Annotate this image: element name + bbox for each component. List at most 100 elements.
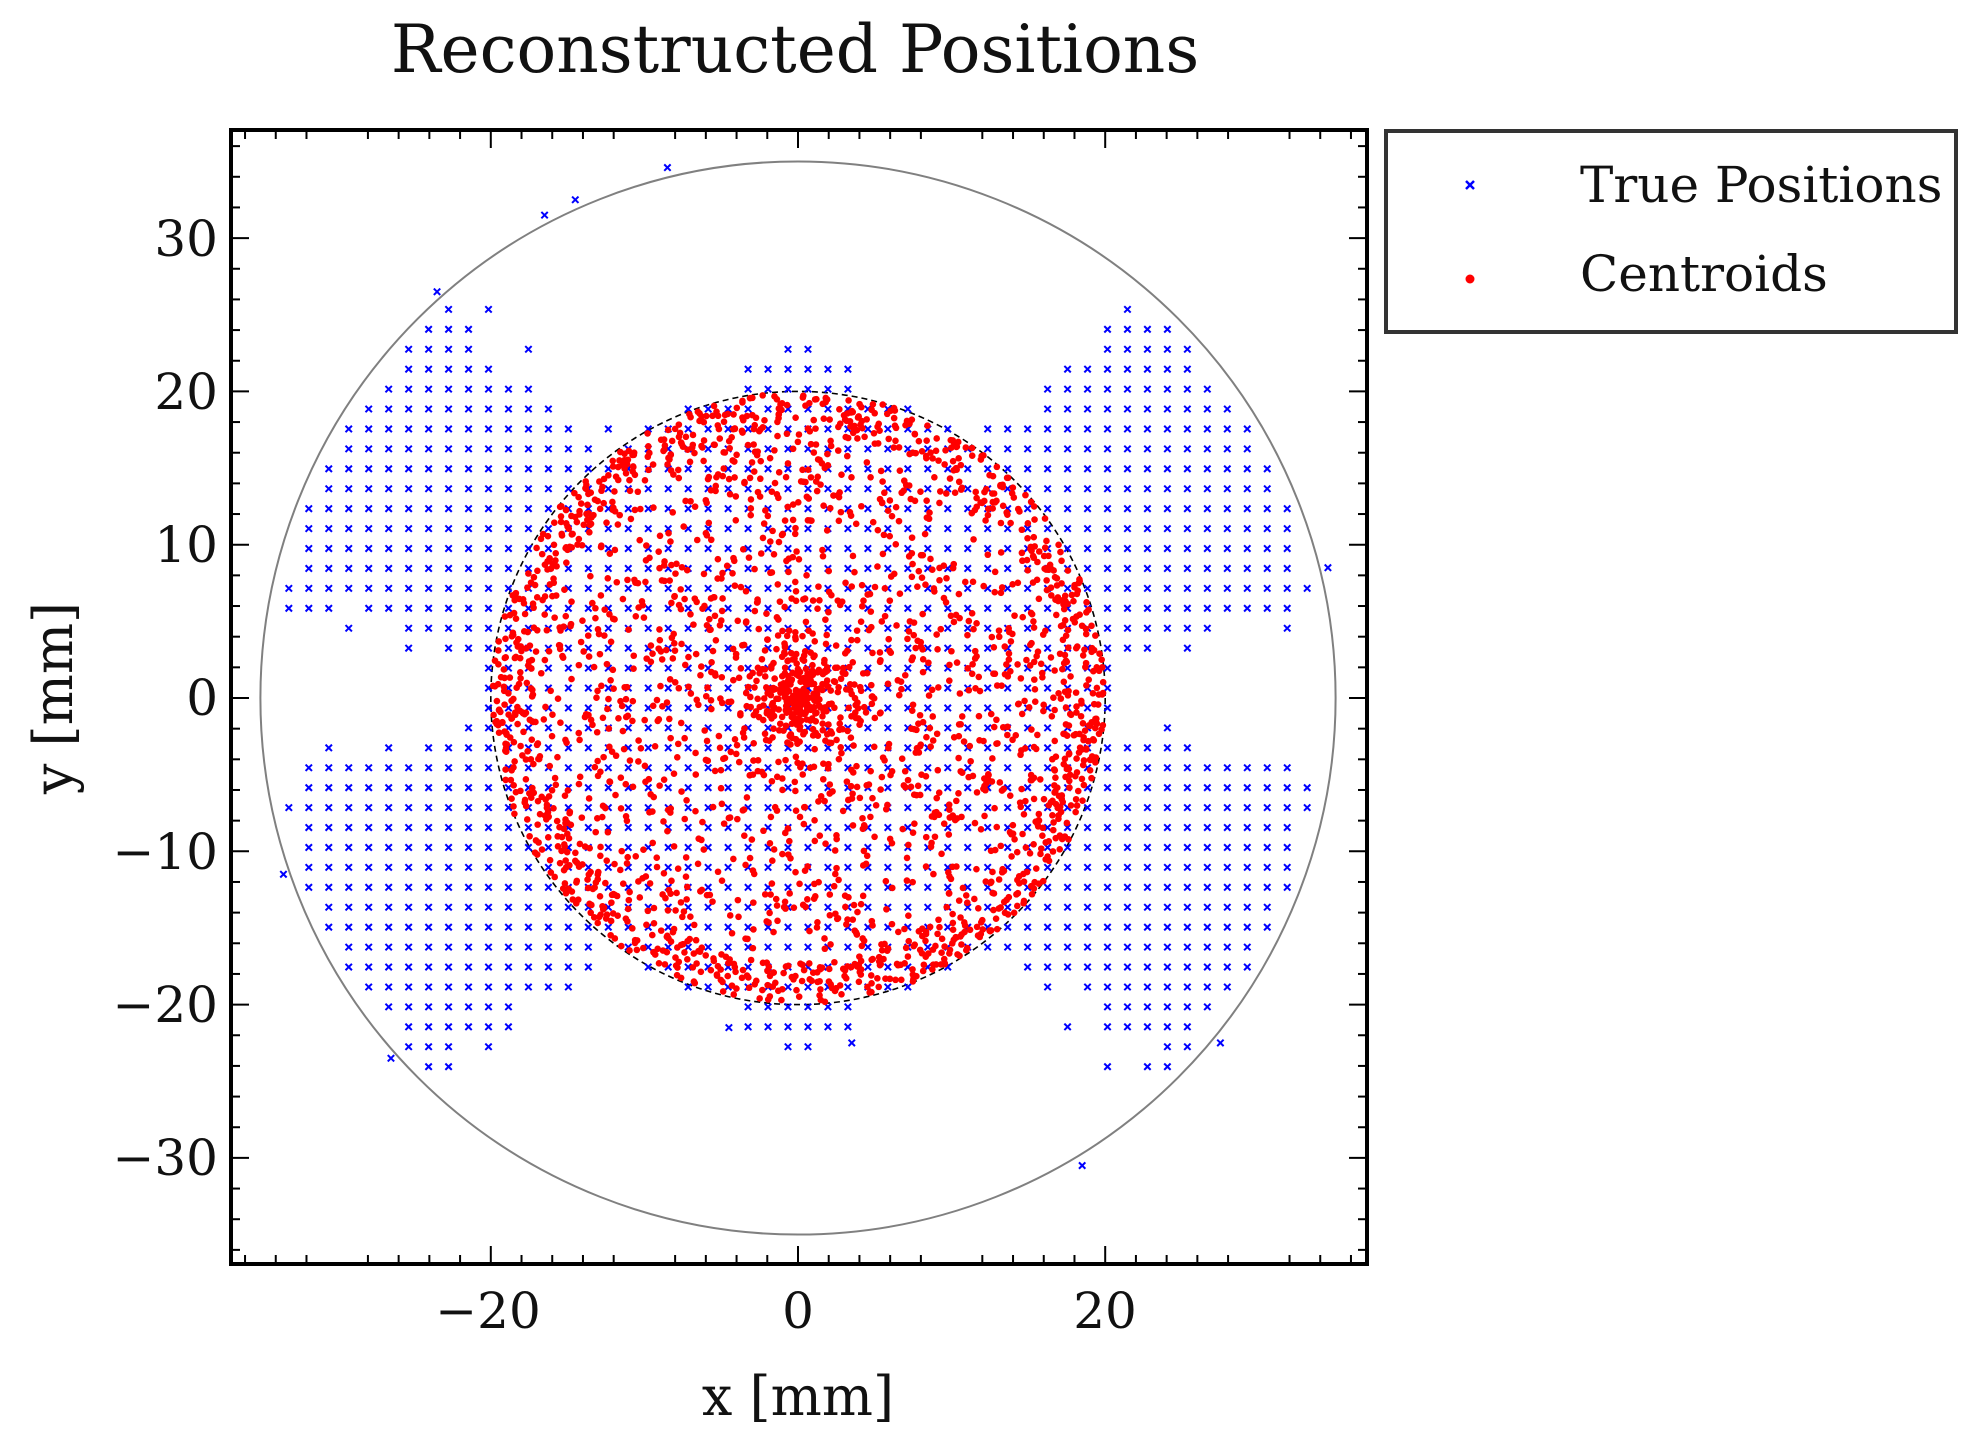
centroid-point	[721, 820, 728, 827]
centroid-point	[1005, 911, 1012, 918]
true-position-marker	[1224, 486, 1230, 492]
centroid-point	[726, 438, 733, 445]
centroid-point	[658, 648, 665, 655]
centroid-point	[795, 439, 802, 446]
true-position-marker	[425, 605, 431, 611]
true-position-marker	[1284, 824, 1290, 830]
true-position-marker	[385, 904, 391, 910]
centroid-point	[1055, 542, 1062, 549]
centroid-point	[1079, 776, 1086, 783]
centroid-point	[993, 740, 1000, 747]
centroid-point	[710, 594, 717, 601]
centroid-point	[750, 441, 757, 448]
centroid-point	[594, 920, 601, 927]
true-position-marker	[1224, 944, 1230, 950]
centroid-point	[495, 661, 502, 668]
true-position-marker	[425, 984, 431, 990]
centroid-point	[593, 694, 600, 701]
true-position-marker	[365, 904, 371, 910]
true-position-marker	[445, 824, 451, 830]
centroid-point	[792, 869, 799, 876]
true-position-marker	[1004, 904, 1010, 910]
centroid-point	[1014, 903, 1021, 910]
true-position-marker	[1164, 884, 1170, 890]
true-position-marker	[425, 625, 431, 631]
centroid-point	[769, 857, 776, 864]
centroid-point	[542, 657, 549, 664]
centroid-point	[905, 777, 912, 784]
true-position-marker	[485, 386, 491, 392]
centroid-point	[869, 650, 876, 657]
centroid-point	[1074, 769, 1081, 776]
centroid-point	[785, 460, 792, 467]
true-position-marker	[765, 904, 771, 910]
true-position-marker	[1144, 565, 1150, 571]
true-position-marker	[984, 705, 990, 711]
centroid-point	[699, 819, 706, 826]
centroid-point	[562, 737, 569, 744]
true-position-marker	[1124, 406, 1130, 412]
centroid-point	[845, 797, 852, 804]
centroid-point	[596, 913, 603, 920]
true-position-marker	[1164, 864, 1170, 870]
centroid-point	[885, 680, 892, 687]
centroid-point	[552, 775, 559, 782]
centroid-point	[744, 794, 751, 801]
true-position-marker	[1044, 864, 1050, 870]
true-position-marker	[1144, 585, 1150, 591]
centroid-point	[932, 809, 939, 816]
true-position-marker	[485, 665, 491, 671]
centroid-point	[738, 584, 745, 591]
centroid-point	[858, 503, 865, 510]
centroid-point	[517, 675, 524, 682]
centroid-point	[701, 727, 708, 734]
centroid-point	[714, 575, 721, 582]
centroid-point	[522, 797, 529, 804]
centroid-point	[810, 597, 817, 604]
centroid-point	[661, 776, 668, 783]
centroid-point	[778, 407, 785, 414]
centroid-point	[750, 867, 757, 874]
true-position-marker	[665, 665, 671, 671]
centroid-point	[910, 829, 917, 836]
centroid-point	[1056, 846, 1063, 853]
true-position-marker	[1144, 346, 1150, 352]
true-position-marker	[765, 1004, 771, 1010]
true-position-marker	[725, 605, 731, 611]
centroid-point	[851, 569, 858, 576]
true-position-marker	[805, 844, 811, 850]
centroid-point	[820, 553, 827, 560]
centroid-point	[863, 416, 870, 423]
centroid-point	[662, 895, 669, 902]
centroid-point	[784, 402, 791, 409]
true-position-marker	[645, 565, 651, 571]
true-position-marker	[445, 884, 451, 890]
centroid-point	[1048, 592, 1055, 599]
true-position-marker	[1164, 366, 1170, 372]
centroid-point	[1063, 704, 1070, 711]
centroid-point	[532, 849, 539, 856]
centroid-point	[726, 956, 733, 963]
centroid-point	[991, 644, 998, 651]
true-position-marker	[945, 784, 951, 790]
true-position-marker	[1144, 784, 1150, 790]
true-position-marker	[984, 466, 990, 472]
centroid-point	[712, 768, 719, 775]
true-position-marker	[385, 505, 391, 511]
centroid-point	[754, 452, 761, 459]
centroid-point	[640, 846, 647, 853]
centroid-point	[963, 947, 970, 954]
centroid-point	[494, 698, 501, 705]
centroid-point	[911, 941, 918, 948]
centroid-point	[968, 510, 975, 517]
true-position-marker	[445, 545, 451, 551]
true-position-marker	[1184, 645, 1190, 651]
centroid-point	[838, 471, 845, 478]
centroid-point	[1058, 623, 1065, 630]
centroid-point	[732, 969, 739, 976]
centroid-point	[558, 519, 565, 526]
true-position-marker	[326, 565, 332, 571]
centroid-point	[1067, 673, 1074, 680]
centroid-point	[678, 975, 685, 982]
true-position-marker	[445, 366, 451, 372]
